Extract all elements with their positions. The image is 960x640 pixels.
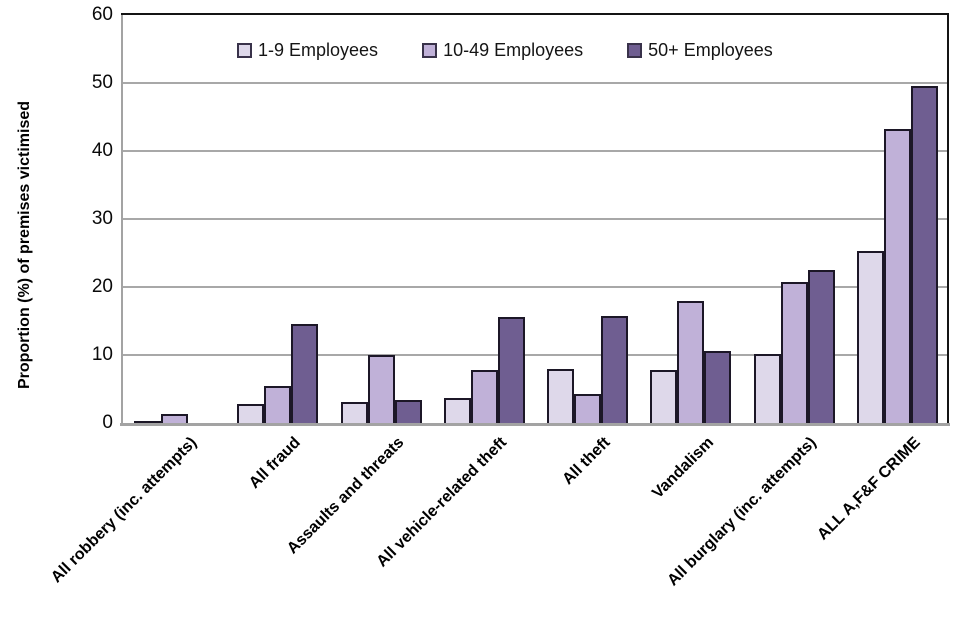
legend-swatch-icon [422,43,438,58]
bar-group [743,15,846,423]
legend-item: 50+ Employees [627,40,773,61]
bar-group [330,15,433,423]
bar-series3 [601,316,629,423]
x-category-label: All robbery (inc. attempts) [48,434,201,587]
legend: 1-9 Employees 10-49 Employees 50+ Employee… [237,40,773,61]
bar-group [639,15,742,423]
legend-label: 50+ Employees [648,40,773,60]
legend-label: 10-49 Employees [443,40,584,60]
bar-series1 [547,369,575,423]
y-tick-label-20: 20 [91,276,113,297]
bar-group [536,15,639,423]
x-category-label: Assaults and threats [283,434,408,558]
y-axis-title: Proportion (%) of premises victimised [16,100,33,390]
bar-group [846,15,949,423]
gridline-20 [123,286,947,288]
bar-series1 [340,402,368,423]
gridline-50 [123,82,947,84]
bar-series2 [161,414,189,423]
y-tick-label-60: 60 [91,4,113,25]
legend-item: 10-49 Employees [422,40,583,61]
y-tick-label-0: 0 [102,412,113,433]
legend-swatch-icon [237,43,252,58]
y-tick-label-10: 10 [91,344,113,365]
bar-series2 [677,301,705,423]
plot-area [123,15,949,423]
x-category-label: All fraud [245,434,304,492]
plot-right-border [947,13,949,426]
y-tick-label-50: 50 [91,72,113,93]
bar-series3 [807,270,835,423]
gridline-40 [123,150,947,152]
bar-group [433,15,536,423]
y-tick-label-30: 30 [91,208,113,229]
legend-item: 1-9 Employees [237,40,378,61]
bar-group [226,15,329,423]
y-axis-line [121,15,123,423]
x-category-label: ALL A,F&F CRIME [813,434,924,544]
x-category-label: Vandalism [648,434,717,502]
bar-series3 [704,351,732,423]
legend-label: 1-9 Employees [258,40,379,60]
bar-series1 [856,251,884,423]
bar-series1 [650,370,678,423]
gridline-30 [123,218,947,220]
bar-series3 [497,317,525,423]
bar-series2 [367,355,395,423]
x-axis-line [120,423,950,426]
plot-top-border [121,13,949,15]
bar-group [123,15,226,423]
x-category-label: All theft [559,434,614,489]
bar-series1 [443,398,471,423]
bar-series2 [780,282,808,423]
bar-series2 [470,370,498,423]
bar-series3 [910,86,938,423]
legend-swatch-icon [627,43,643,58]
bar-series1 [134,421,162,423]
bar-series2 [574,394,602,423]
y-tick-label-40: 40 [91,140,113,161]
bar-series2 [883,129,911,423]
bar-series2 [264,386,292,423]
bar-series3 [291,324,319,423]
bar-series3 [394,400,422,423]
bar-series1 [237,404,265,423]
gridline-10 [123,354,947,356]
bar-series1 [753,354,781,423]
